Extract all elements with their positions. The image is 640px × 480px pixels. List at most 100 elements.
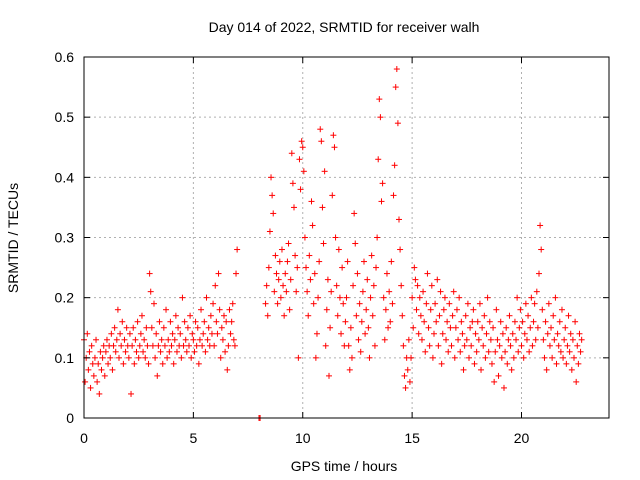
data-point [289, 180, 296, 187]
data-point [315, 294, 322, 301]
data-point [545, 300, 552, 307]
data-point [321, 168, 328, 175]
data-point [382, 306, 389, 313]
y-tick-label: 0.2 [55, 290, 75, 306]
data-point [199, 342, 206, 349]
data-point [437, 288, 444, 295]
data-point [282, 270, 289, 277]
data-point [286, 306, 293, 313]
data-point [562, 324, 569, 331]
data-point [262, 300, 269, 307]
data-point [563, 360, 570, 367]
y-tick-label: 0.4 [55, 169, 75, 185]
data-point [160, 324, 167, 331]
data-point [91, 354, 98, 361]
data-point [351, 210, 358, 217]
data-point [499, 330, 506, 337]
data-point [116, 354, 122, 361]
data-point [196, 336, 203, 343]
data-point [148, 324, 155, 331]
data-point [84, 330, 91, 337]
data-point [195, 360, 202, 367]
data-point [101, 372, 108, 379]
data-point [348, 354, 355, 361]
data-point [497, 318, 504, 325]
data-point [503, 324, 510, 331]
data-point [468, 342, 475, 349]
data-point [133, 348, 140, 355]
data-point [297, 186, 304, 193]
data-point [352, 240, 359, 247]
data-point [464, 300, 471, 307]
data-point [299, 144, 306, 151]
data-point [519, 318, 526, 325]
data-point [207, 312, 214, 319]
y-tick-label: 0.6 [55, 49, 75, 65]
data-point [208, 330, 215, 337]
data-point [373, 264, 380, 271]
data-point [188, 354, 195, 361]
data-point [367, 294, 374, 301]
data-point [482, 354, 489, 361]
data-point [544, 330, 551, 337]
data-point [554, 330, 561, 337]
data-point [540, 336, 547, 343]
data-point [532, 336, 539, 343]
data-point [339, 264, 346, 271]
data-point [155, 342, 162, 349]
data-point [221, 312, 227, 319]
data-point [107, 354, 114, 361]
data-point [222, 348, 229, 355]
data-point [90, 372, 97, 379]
data-point [490, 324, 497, 331]
data-point [470, 306, 477, 313]
data-point [492, 348, 499, 355]
data-point [198, 306, 205, 313]
data-point [268, 174, 275, 181]
data-point [451, 354, 458, 361]
data-point [149, 342, 156, 349]
data-point [274, 300, 281, 307]
data-point [263, 282, 270, 289]
y-axis-label: SRMTID / TECUs [5, 183, 21, 293]
data-point [521, 330, 528, 337]
data-point [435, 342, 442, 349]
data-point [336, 294, 343, 301]
data-point [287, 276, 294, 283]
data-point [215, 270, 222, 277]
data-point [443, 336, 450, 343]
data-point [87, 384, 94, 391]
data-point [217, 354, 224, 361]
data-point [305, 312, 312, 319]
data-point [94, 378, 101, 385]
data-point [309, 222, 316, 229]
data-point [293, 288, 300, 295]
data-point [350, 282, 357, 289]
data-point [404, 366, 411, 373]
data-point [311, 270, 318, 277]
data-point [457, 348, 464, 355]
data-point [399, 312, 406, 319]
data-point [525, 312, 532, 319]
data-point [363, 306, 370, 313]
data-point [520, 354, 527, 361]
data-point [478, 366, 485, 373]
data-point [190, 336, 197, 343]
data-point [118, 342, 125, 349]
data-point [394, 120, 401, 127]
data-point [164, 354, 171, 361]
data-point [565, 312, 572, 319]
data-point [456, 294, 463, 301]
data-point [227, 330, 234, 337]
data-point [165, 336, 172, 343]
data-point [334, 312, 341, 319]
data-point [466, 354, 472, 361]
data-point [385, 324, 392, 331]
data-point [432, 300, 439, 307]
data-point [300, 168, 307, 175]
data-point [493, 306, 500, 313]
data-point [323, 306, 330, 313]
data-point [414, 282, 421, 289]
data-point [572, 318, 579, 325]
data-point [154, 372, 161, 379]
